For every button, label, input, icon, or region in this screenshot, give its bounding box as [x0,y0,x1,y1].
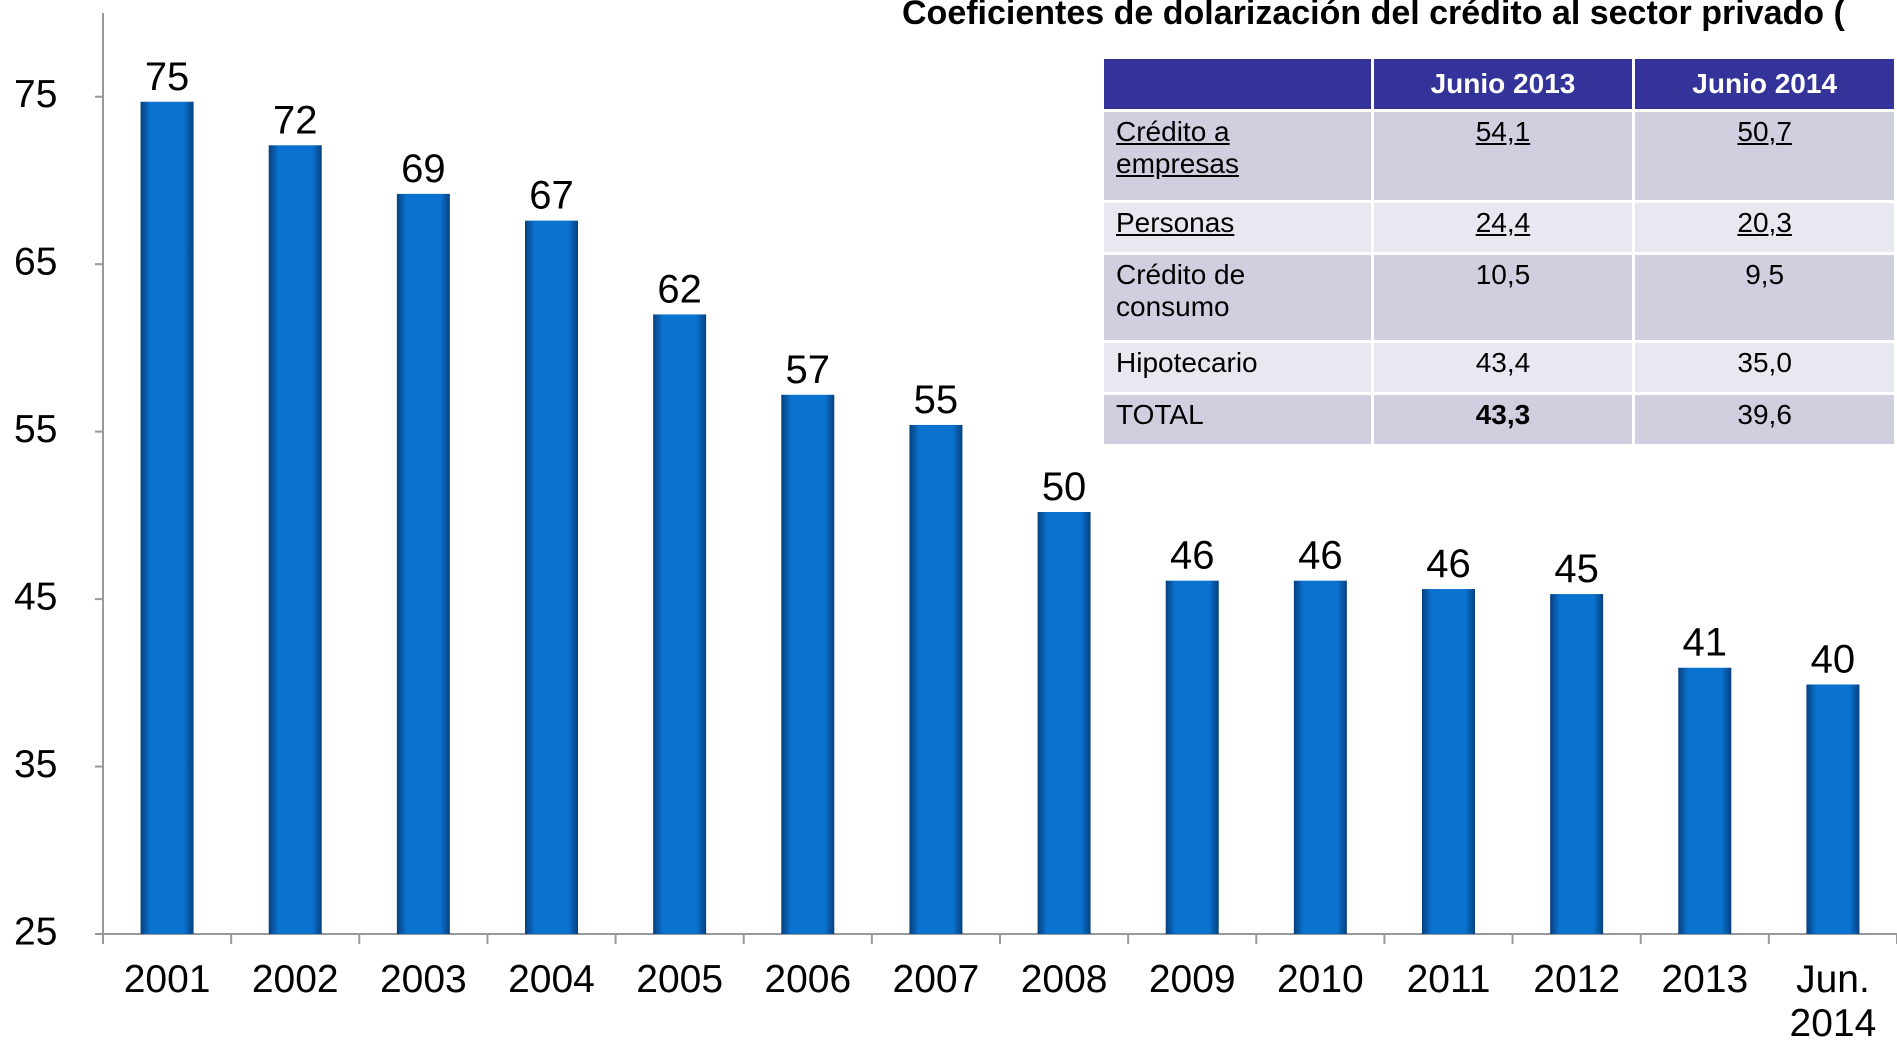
data-label: 57 [786,348,831,392]
y-tick-label: 55 [14,408,57,451]
table-cell: Personas [1101,200,1374,255]
data-label: 41 [1683,621,1728,665]
table-cell: 43,3 [1370,392,1636,447]
data-label: 62 [657,267,702,311]
header-cell: Junio 2014 [1632,56,1897,112]
y-tick-label: 35 [14,743,57,786]
header-cell [1101,56,1374,112]
bar [1037,512,1091,934]
x-tick-label: 2003 [380,958,467,1001]
table-cell: 39,6 [1632,392,1897,447]
data-label: 72 [273,98,318,142]
table-title: Coeficientes de dolarización del crédito… [902,0,1845,32]
x-tick-label: 2013 [1661,958,1748,1001]
bar [525,220,578,935]
y-tick-label: 45 [14,575,57,618]
table-cell: 24,4 [1370,200,1636,255]
x-tick-label: 2009 [1149,958,1236,1001]
table-cell: Hipotecario [1101,340,1374,395]
x-tick-label: 2012 [1533,958,1620,1001]
bar [396,193,450,935]
table-row: TOTAL 43,3 39,6 [1101,392,1897,447]
x-tick-label: 2010 [1277,958,1364,1001]
data-label: 69 [401,147,446,191]
data-label: 46 [1426,542,1471,586]
x-tick-label: 2008 [1021,958,1108,1001]
data-label: 46 [1170,534,1215,578]
data-table: Junio 2013 Junio 2014 Crédito a empresas 54… [1101,56,1897,447]
bar [1165,580,1219,934]
data-label: 50 [1042,465,1087,509]
header-row: Junio 2013 Junio 2014 [1101,56,1897,112]
bar [1550,594,1604,934]
table-cell: 43,4 [1370,340,1636,395]
bar [1293,580,1347,934]
table-row: Crédito a empresas 54,1 50,7 [1101,109,1897,203]
x-tick-label: 2001 [124,958,211,1001]
bar [140,101,194,934]
x-tick-label: 2006 [764,958,851,1001]
bar [1422,589,1475,934]
y-tick-label: 25 [14,910,57,953]
bar [653,314,707,934]
data-label: 45 [1554,547,1599,591]
table-cell: Crédito de consumo [1101,252,1374,343]
data-label: 46 [1298,534,1343,578]
data-label: 67 [529,174,574,218]
table-cell: 54,1 [1370,109,1636,203]
table-cell: 20,3 [1632,200,1897,255]
x-tick-label: 2005 [636,958,723,1001]
header-cell: Junio 2013 [1370,56,1636,112]
table-cell: Crédito a empresas [1101,109,1374,203]
table-cell: 9,5 [1632,252,1897,343]
table-row: Personas 24,4 20,3 [1101,200,1897,255]
bar [1806,684,1860,934]
y-tick-label: 65 [14,240,57,283]
table-cell: 50,7 [1632,109,1897,203]
x-tick-label: 2007 [893,958,980,1001]
x-tick-label: 2004 [508,958,595,1001]
data-label: 75 [145,55,190,99]
bar [909,424,963,934]
bar [781,394,835,934]
data-label: 40 [1811,637,1856,681]
table-row: Crédito de consumo 10,5 9,5 [1101,252,1897,343]
table-cell: 10,5 [1370,252,1636,343]
x-tick-label: 2002 [252,958,339,1001]
bar [268,145,322,935]
table-cell: TOTAL [1101,392,1374,447]
y-tick-label: 75 [14,73,57,116]
data-label: 55 [914,378,959,422]
x-tick-label: Jun. 2014 [1790,958,1877,1045]
bar [1678,667,1732,934]
table-row: Hipotecario 43,4 35,0 [1101,340,1897,395]
x-tick-label: 2011 [1407,958,1491,1001]
table-cell: 35,0 [1632,340,1897,395]
